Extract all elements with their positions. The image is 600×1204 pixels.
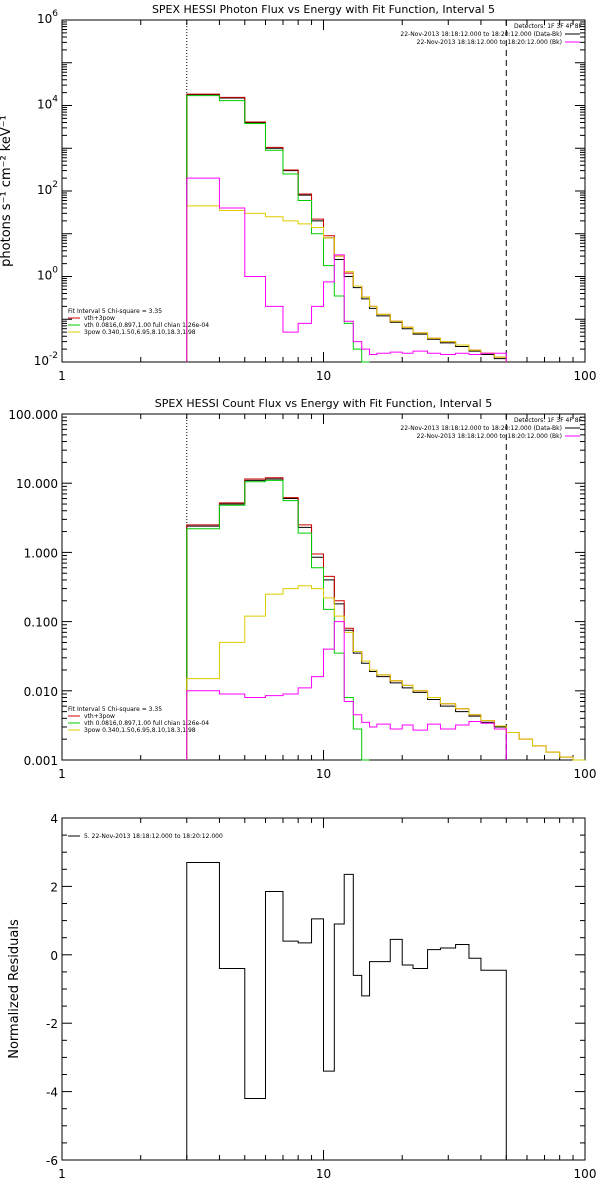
x-tick-label: 1 bbox=[58, 767, 66, 781]
series-4-histogram bbox=[186, 205, 507, 362]
y-tick-label: -2 bbox=[46, 1017, 58, 1031]
y-tick-label: 0.100 bbox=[24, 616, 58, 630]
legend-right-entry: 22-Nov-2013 18:18:12.000 to 18:20:12.000… bbox=[400, 31, 562, 38]
legend-left-entry: vth+3pow bbox=[84, 315, 115, 322]
series-5-histogram bbox=[186, 177, 507, 362]
y-tick-label: -4 bbox=[46, 1086, 58, 1100]
legend-left-entry: vth 0.0816,0.897,1.00 full chian 1.26e-0… bbox=[84, 720, 209, 727]
y-tick-label: 10.000 bbox=[16, 477, 58, 491]
legend-right-entry: 22-Nov-2013 18:18:12.000 to 18:20:12.000… bbox=[417, 39, 562, 46]
y-tick-label: 10-2 bbox=[34, 351, 58, 368]
y-tick-label: 106 bbox=[37, 9, 58, 26]
chart-panel-3: 1 10 100 -6 -4 -2 0 2 4 Normalized Residuals 5. 22… bbox=[7, 812, 596, 1181]
x-tick-label: 100 bbox=[574, 1167, 597, 1181]
y-tick-label: 0.010 bbox=[24, 685, 58, 699]
series-3-histogram bbox=[186, 95, 370, 363]
chart-title: SPEX HESSI Count Flux vs Energy with Fit… bbox=[155, 397, 492, 410]
y-tick-label: 0 bbox=[50, 949, 58, 963]
x-tick-label: 100 bbox=[574, 767, 597, 781]
legend-left-entry: Fit Interval 5 Chi-square = 3.35 bbox=[68, 706, 162, 713]
y-tick-label: 4 bbox=[50, 812, 58, 826]
series-5-histogram bbox=[186, 621, 507, 760]
legend-right-entry: 22-Nov-2013 18:18:12.000 to 18:20:12.000… bbox=[417, 433, 562, 440]
legend-left-entry: Fit Interval 5 Chi-square = 3.35 bbox=[68, 308, 162, 315]
legend-left-entry: 5. 22-Nov-2013 18:18:12.000 to 18:20:12.… bbox=[84, 833, 223, 840]
x-tick-label: 100 bbox=[574, 369, 597, 383]
legend-right-entry: Detectors: 1F 3F 4F 8F bbox=[514, 417, 583, 424]
y-tick-label: 102 bbox=[37, 180, 58, 197]
legend-right-entry: 22-Nov-2013 18:18:12.000 to 18:20:12.000… bbox=[400, 425, 562, 432]
series-3-histogram bbox=[186, 479, 370, 761]
y-tick-label: 104 bbox=[37, 95, 58, 112]
x-tick-label: 10 bbox=[316, 1167, 331, 1181]
y-tick-label: -6 bbox=[46, 1154, 58, 1168]
y-tick-label: 100 bbox=[37, 266, 58, 283]
series-1-histogram bbox=[186, 478, 507, 760]
series-2-histogram bbox=[186, 477, 585, 761]
legend-left-entry: 3pow 0.340,1.50,6.95,8.10,18.3,1.98 bbox=[84, 329, 196, 336]
series-4-histogram bbox=[186, 585, 585, 761]
x-tick-label: 10 bbox=[316, 369, 331, 383]
legend-left-entry: vth+3pow bbox=[84, 713, 115, 720]
legend-right-entry: Detectors: 1F 3F 4F 8F bbox=[514, 23, 583, 30]
chart-panel-2: SPEX HESSI Count Flux vs Energy with Fit… bbox=[8, 397, 596, 781]
series-2-histogram bbox=[186, 93, 507, 362]
series-1-histogram bbox=[186, 861, 507, 1160]
y-axis-label: photons s⁻¹ cm⁻² keV⁻¹ bbox=[0, 115, 14, 267]
chart-panel-1: SPEX HESSI Photon Flux vs Energy with Fi… bbox=[0, 3, 596, 383]
series-1-histogram bbox=[186, 94, 507, 362]
y-tick-label: 100.000 bbox=[8, 408, 58, 422]
x-tick-label: 10 bbox=[316, 767, 331, 781]
y-tick-label: 0.001 bbox=[24, 754, 58, 768]
legend-left-entry: vth 0.0816,0.897,1.00 full chian 1.26e-0… bbox=[84, 322, 209, 329]
x-tick-label: 1 bbox=[58, 1167, 66, 1181]
y-axis-label: Normalized Residuals bbox=[7, 919, 22, 1059]
y-tick-label: 2 bbox=[50, 880, 58, 894]
legend-left-entry: 3pow 0.340,1.50,6.95,8.10,18.3,1.98 bbox=[84, 727, 196, 734]
x-tick-label: 1 bbox=[58, 369, 66, 383]
chart-title: SPEX HESSI Photon Flux vs Energy with Fi… bbox=[152, 3, 495, 16]
y-tick-label: 1.000 bbox=[24, 546, 58, 560]
